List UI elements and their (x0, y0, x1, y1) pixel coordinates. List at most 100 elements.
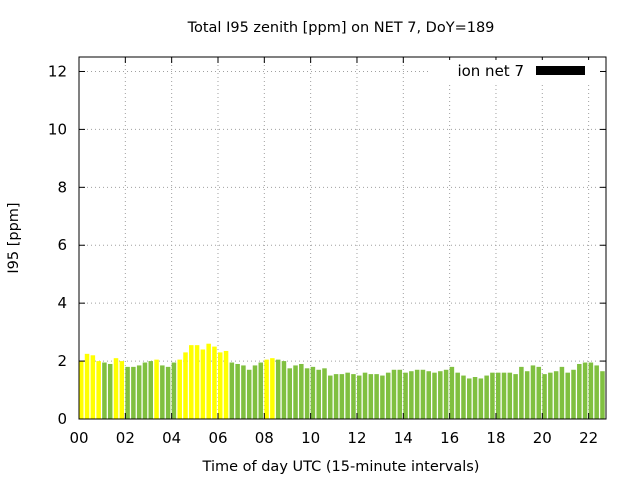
data-bar (559, 366, 565, 419)
data-bar (293, 365, 298, 419)
y-tick-labels: 0 2 4 6 8 10 12 (48, 62, 67, 428)
data-bar (275, 359, 281, 419)
x-tick-label: 14 (394, 429, 413, 447)
x-tick-label: 02 (116, 429, 135, 447)
x-tick-label: 18 (486, 429, 505, 447)
bars-group (79, 343, 605, 419)
data-bar (154, 359, 159, 419)
x-tick-label: 10 (301, 429, 320, 447)
data-bar (420, 369, 426, 419)
data-bar (414, 369, 420, 419)
data-bar (380, 375, 385, 419)
legend: ion net 7 (430, 60, 600, 82)
data-bar (565, 372, 570, 419)
data-bar (374, 374, 379, 419)
data-bar (542, 374, 547, 419)
data-bar (304, 368, 310, 419)
y-tick-label: 4 (57, 294, 67, 312)
data-bar (107, 363, 113, 419)
data-bar (362, 372, 368, 419)
data-bar (490, 372, 495, 419)
data-bar (432, 372, 437, 419)
data-bar (258, 362, 264, 419)
data-bar (513, 374, 518, 419)
data-bar (519, 366, 524, 419)
data-bar (443, 369, 449, 419)
y-tick-label: 0 (57, 410, 67, 428)
data-bar (136, 365, 142, 419)
data-bar (223, 350, 229, 419)
data-bar (189, 345, 194, 419)
x-tick-labels: 00 02 04 06 08 10 12 14 16 18 20 22 (69, 429, 598, 447)
data-bar (356, 375, 362, 419)
data-bar (113, 358, 119, 419)
data-bar (142, 362, 148, 419)
data-bar (131, 366, 136, 419)
data-bar (524, 371, 530, 419)
data-bar (125, 366, 130, 419)
data-bar (461, 375, 466, 419)
data-bar (148, 361, 154, 419)
data-bar (536, 366, 542, 419)
data-bar (426, 371, 431, 419)
data-bar (252, 365, 258, 419)
x-tick-label: 08 (255, 429, 274, 447)
data-bar (594, 365, 599, 419)
data-bar (229, 362, 235, 419)
data-bar (119, 361, 125, 419)
data-bar (264, 359, 269, 419)
x-tick-label: 06 (208, 429, 227, 447)
data-bar (345, 372, 350, 419)
data-bar (409, 371, 414, 419)
x-tick-label: 04 (162, 429, 181, 447)
data-bar (438, 371, 443, 419)
data-bar (548, 372, 553, 419)
data-bar (553, 371, 559, 419)
data-bar (478, 378, 484, 419)
legend-label: ion net 7 (457, 62, 524, 80)
x-tick-label: 12 (347, 429, 366, 447)
data-bar (200, 349, 206, 419)
y-tick-label: 6 (57, 236, 67, 254)
data-bar (333, 374, 339, 419)
data-bar (391, 369, 397, 419)
data-bar (571, 369, 576, 419)
legend-background (430, 60, 600, 82)
data-bar (339, 374, 345, 419)
data-bar (165, 366, 171, 419)
data-bar (246, 369, 252, 419)
data-bar (235, 363, 240, 419)
y-tick-label: 10 (48, 120, 67, 138)
data-bar (217, 352, 223, 419)
data-bar (484, 375, 489, 419)
data-bar (455, 372, 460, 419)
data-bar (322, 368, 327, 419)
data-bar (171, 362, 177, 419)
chart-title: Total I95 zenith [ppm] on NET 7, DoY=189 (187, 20, 495, 36)
x-tick-label: 20 (533, 429, 552, 447)
data-bar (472, 377, 478, 419)
x-tick-label: 00 (69, 429, 88, 447)
axis-ticks (78, 57, 606, 420)
data-bar (582, 362, 588, 419)
data-bar (270, 358, 275, 419)
data-bar (351, 374, 356, 419)
data-bar (600, 371, 605, 419)
data-bar (449, 366, 455, 419)
x-tick-label: 22 (579, 429, 598, 447)
x-axis-label: Time of day UTC (15-minute intervals) (202, 459, 480, 475)
data-bar (501, 372, 507, 419)
data-bar (183, 352, 188, 419)
data-bar (206, 343, 211, 419)
x-tick-label: 16 (440, 429, 459, 447)
data-bar (212, 346, 217, 419)
data-bar (281, 361, 287, 419)
y-axis-label: I95 [ppm] (6, 202, 22, 273)
y-tick-label: 12 (48, 62, 67, 80)
data-bar (102, 362, 107, 419)
data-bar (588, 362, 594, 419)
data-bar (84, 353, 90, 419)
y-tick-label: 8 (57, 178, 67, 196)
plot-frame (78, 56, 607, 420)
